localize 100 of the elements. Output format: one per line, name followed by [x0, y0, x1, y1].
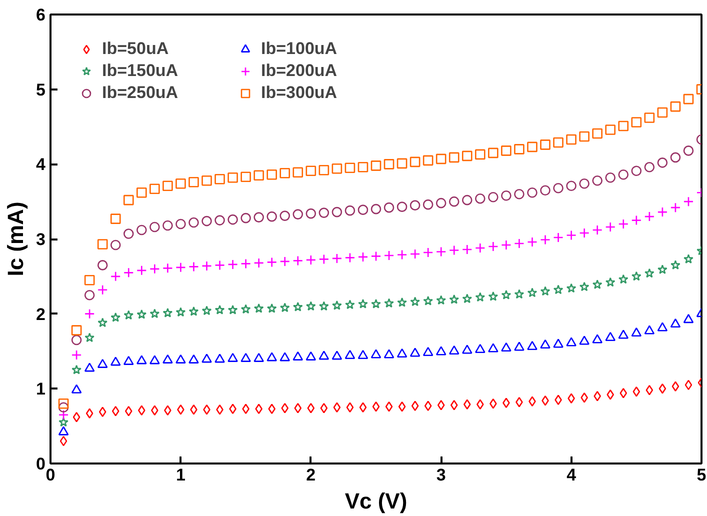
point	[540, 185, 550, 196]
point	[605, 277, 616, 287]
point	[202, 260, 212, 272]
point	[292, 256, 304, 266]
point	[540, 234, 550, 245]
point	[553, 137, 564, 148]
point	[527, 288, 538, 298]
legend-label: Ib=150uA	[102, 61, 180, 81]
point	[240, 172, 251, 182]
point	[332, 253, 342, 264]
point	[488, 148, 498, 158]
point	[202, 216, 212, 226]
point	[462, 244, 472, 255]
point	[683, 314, 694, 324]
legend-label: Ib=100uA	[261, 39, 338, 59]
point	[618, 330, 629, 339]
point	[110, 356, 121, 366]
point	[501, 146, 512, 156]
point	[501, 290, 512, 300]
point	[553, 182, 564, 194]
point	[71, 334, 82, 346]
point	[84, 362, 95, 372]
point	[266, 352, 277, 362]
point	[136, 309, 147, 319]
point	[370, 160, 382, 171]
point	[448, 152, 460, 163]
point	[540, 339, 550, 349]
point	[188, 217, 199, 228]
point	[684, 254, 694, 264]
point	[281, 402, 289, 414]
point	[306, 254, 316, 266]
point	[605, 172, 616, 183]
point	[150, 222, 160, 232]
point	[136, 224, 147, 236]
point	[606, 390, 614, 400]
point	[254, 303, 264, 313]
point	[176, 218, 186, 230]
point	[384, 250, 394, 261]
point	[370, 251, 382, 262]
point	[97, 284, 108, 296]
point	[631, 215, 642, 226]
point	[228, 259, 238, 270]
point	[423, 296, 434, 306]
point	[462, 294, 472, 304]
point	[501, 190, 512, 201]
point	[150, 264, 160, 274]
point	[514, 289, 524, 299]
point	[670, 101, 681, 112]
point	[410, 348, 420, 357]
point	[318, 301, 329, 311]
point	[605, 332, 616, 342]
point	[320, 402, 328, 414]
point	[72, 412, 80, 422]
point	[318, 254, 330, 264]
x-tick-label: 4	[566, 466, 577, 484]
point	[98, 318, 108, 328]
point	[97, 358, 108, 368]
point	[618, 120, 629, 132]
point	[396, 202, 408, 212]
point	[292, 351, 304, 360]
point	[358, 162, 368, 172]
point	[333, 402, 341, 413]
point	[396, 250, 408, 260]
point	[254, 170, 264, 181]
point	[501, 342, 512, 352]
point	[462, 344, 472, 354]
point	[188, 262, 199, 272]
point	[228, 172, 238, 183]
point	[410, 248, 420, 260]
point	[579, 336, 590, 345]
point	[670, 260, 680, 270]
point	[240, 212, 251, 224]
point	[123, 356, 134, 365]
point	[475, 193, 486, 204]
point	[605, 222, 616, 232]
point	[123, 194, 134, 206]
point	[644, 112, 655, 123]
point	[658, 384, 666, 394]
point	[358, 298, 368, 308]
point	[332, 206, 342, 218]
point	[631, 166, 642, 176]
y-tick-label: 3	[36, 230, 46, 249]
x-tick-label: 5	[696, 466, 706, 484]
point	[540, 140, 550, 150]
point	[176, 178, 186, 189]
point	[579, 178, 590, 189]
point	[632, 386, 640, 397]
point	[437, 400, 445, 410]
point	[84, 308, 95, 319]
point	[371, 298, 381, 308]
point	[475, 292, 486, 302]
point	[345, 300, 355, 310]
point	[266, 257, 277, 268]
point	[592, 175, 602, 186]
point	[71, 384, 82, 394]
x-tick-label: 3	[436, 466, 446, 484]
point	[592, 280, 602, 289]
point	[566, 283, 576, 293]
point	[657, 107, 668, 118]
point	[370, 349, 382, 358]
